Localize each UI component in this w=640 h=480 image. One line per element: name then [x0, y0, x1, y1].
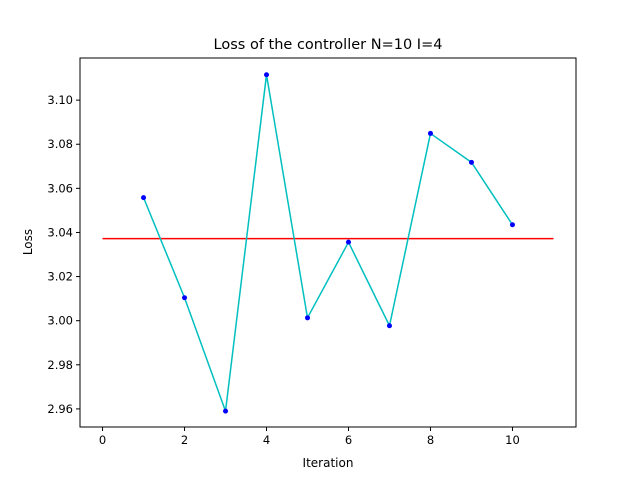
y-tick-label: 3.06 [47, 181, 73, 195]
plot-frame [79, 57, 577, 428]
y-tick-label: 2.96 [47, 402, 73, 416]
data-point [141, 195, 147, 201]
y-tick-label: 3.00 [47, 314, 73, 328]
plot-area [102, 72, 554, 414]
x-tick-label: 8 [427, 433, 434, 447]
x-tick-label: 4 [263, 433, 270, 447]
data-point [468, 159, 474, 165]
data-point [386, 323, 392, 329]
y-tick-label: 3.02 [47, 270, 73, 284]
data-point [427, 130, 433, 136]
data-point [264, 72, 270, 78]
data-point [223, 408, 229, 414]
x-axis: 0 2 4 6 8 10 [99, 427, 520, 447]
x-tick-label: 0 [99, 433, 106, 447]
data-point [182, 295, 188, 301]
x-axis-label: Iteration [303, 456, 354, 470]
data-point [345, 239, 351, 245]
x-tick-label: 2 [181, 433, 188, 447]
loss-series-line [142, 74, 514, 412]
y-tick-label: 3.10 [47, 93, 73, 107]
x-tick-label: 10 [505, 433, 520, 447]
y-axis: 2.96 2.98 3.00 3.02 3.04 3.06 3.08 3.10 [47, 93, 80, 416]
data-point [305, 315, 311, 321]
data-point [509, 222, 515, 228]
y-tick-label: 2.98 [47, 358, 73, 372]
y-axis-label: Loss [21, 229, 35, 255]
y-tick-label: 3.04 [47, 225, 73, 239]
chart-title: Loss of the controller N=10 I=4 [214, 37, 443, 53]
x-tick-label: 6 [345, 433, 352, 447]
y-tick-label: 3.08 [47, 137, 73, 151]
